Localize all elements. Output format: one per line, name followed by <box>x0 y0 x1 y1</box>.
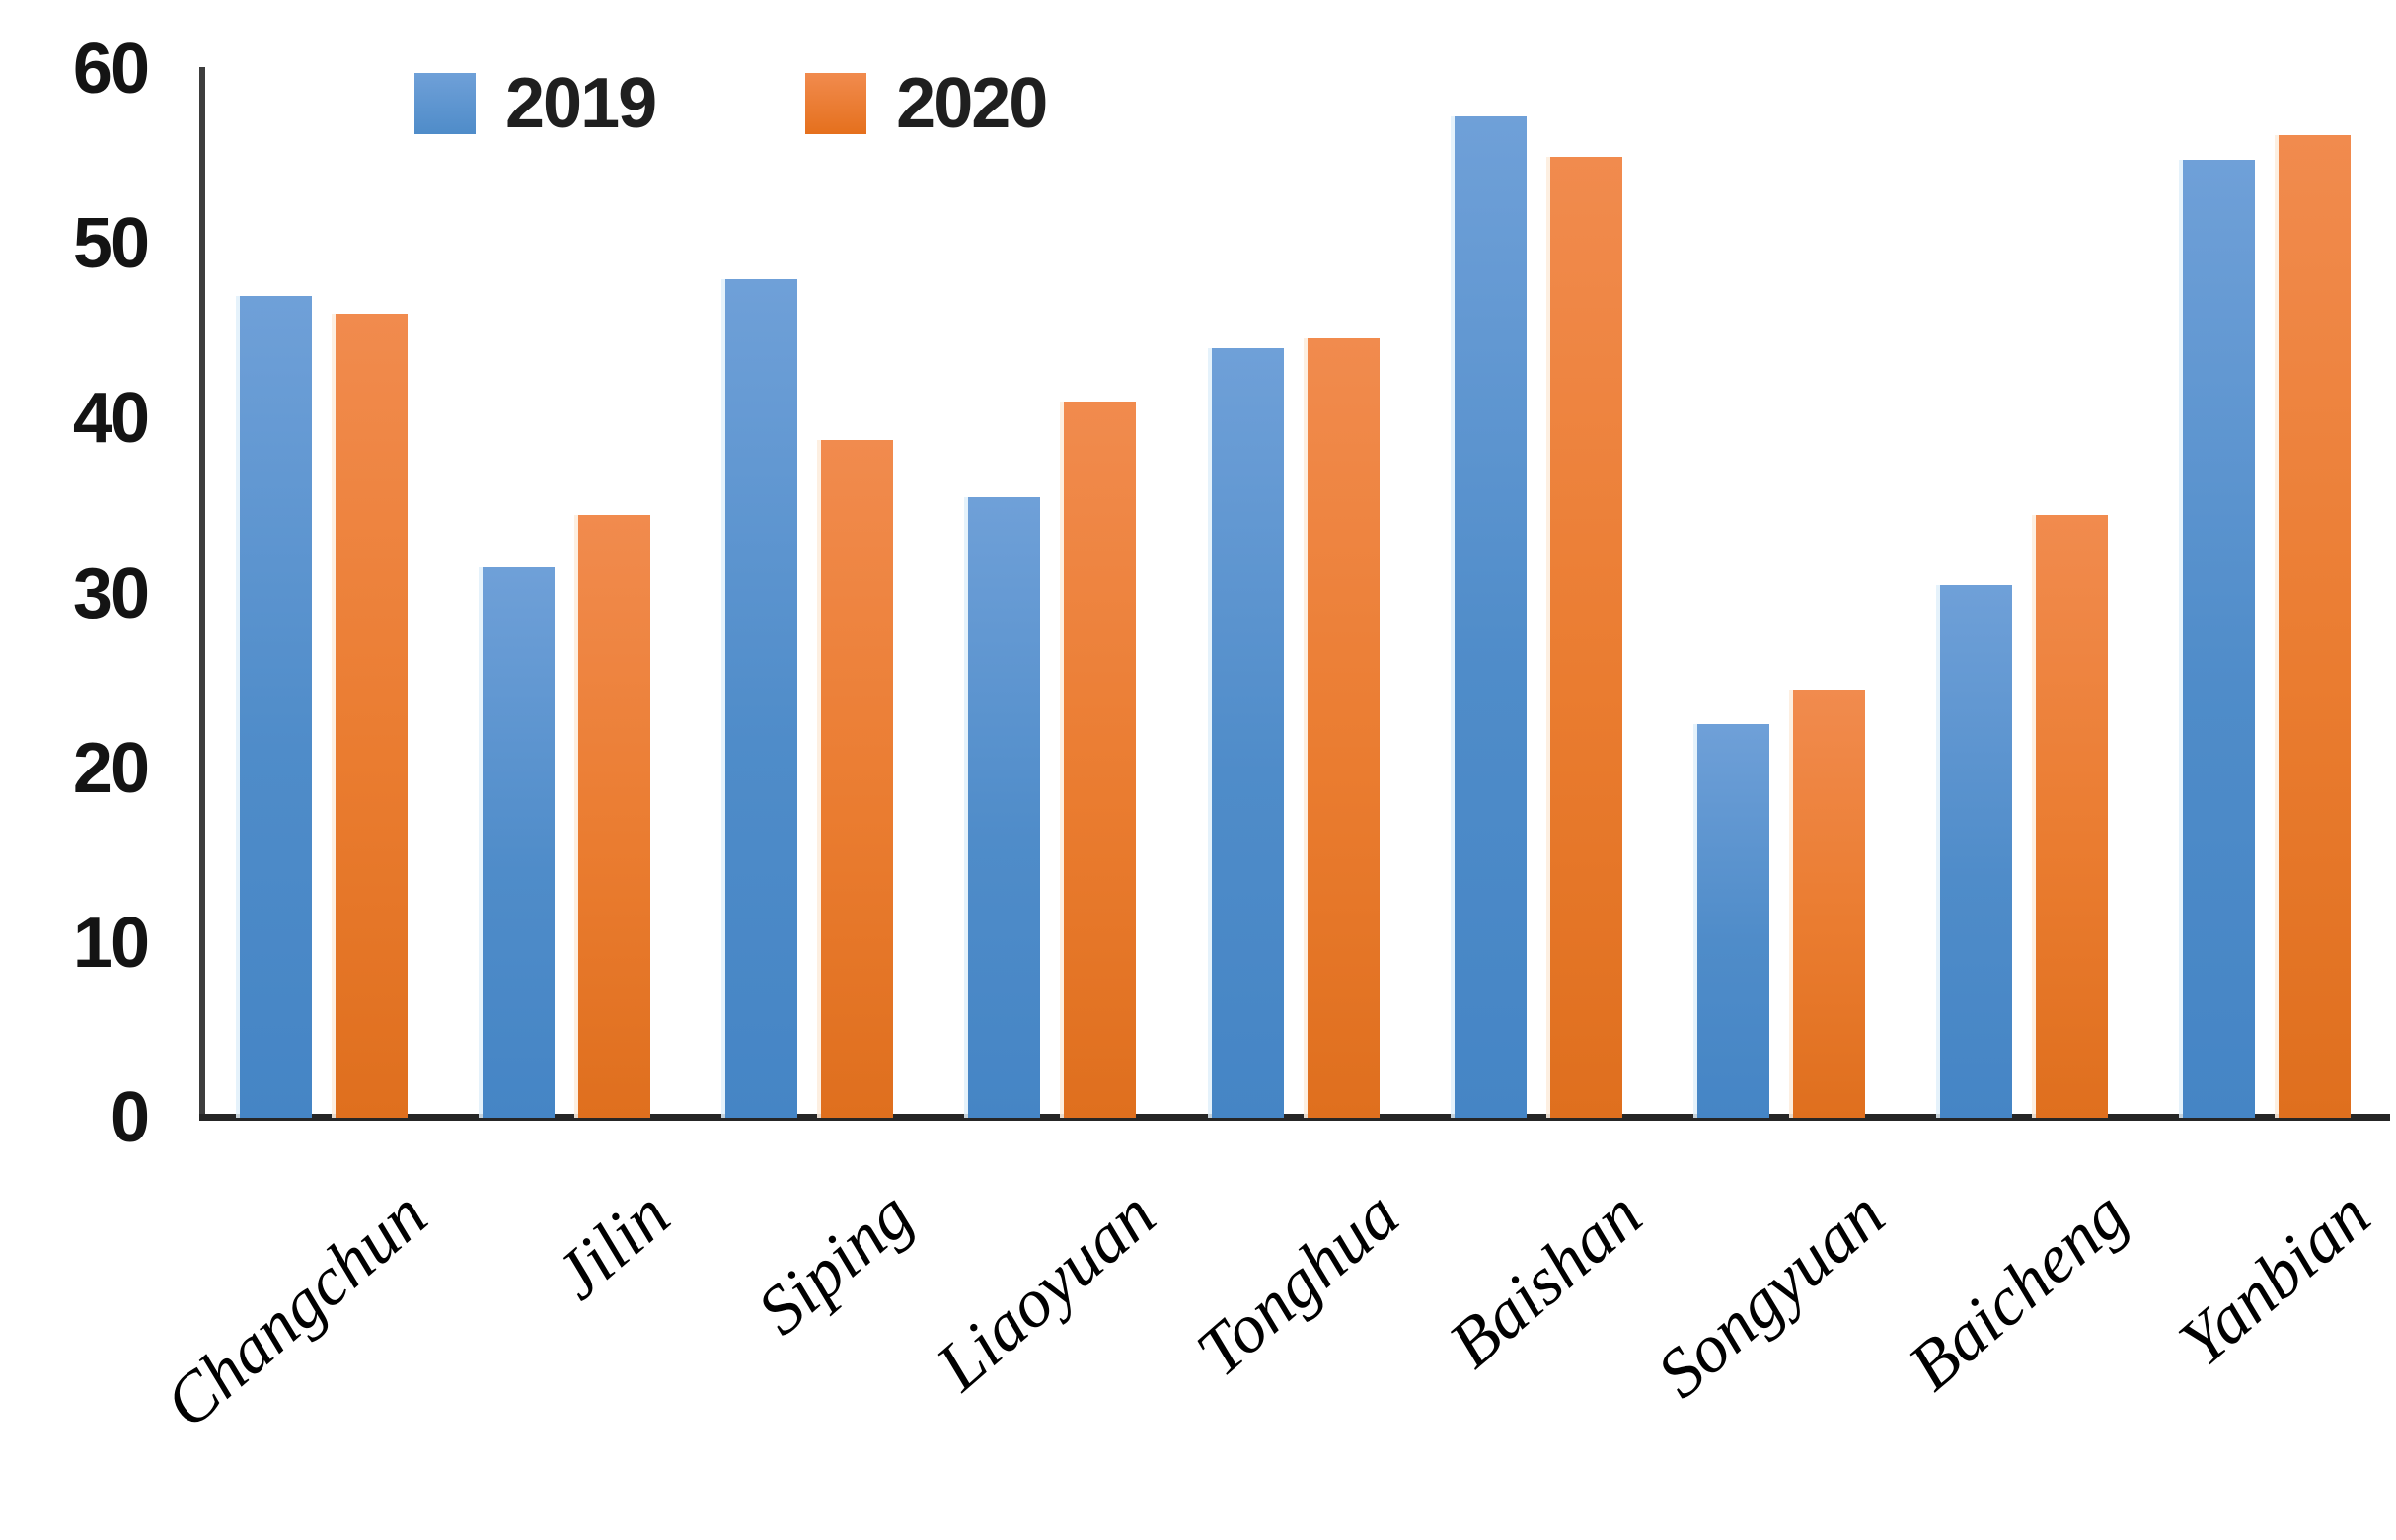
bar-2019-changchun <box>240 296 313 1118</box>
bar-2020-changchun <box>336 314 409 1118</box>
bar-2019-songyuan <box>1696 724 1769 1118</box>
bar-2020-songyuan <box>1792 689 1865 1118</box>
bar-2020-tonghua <box>1307 337 1380 1118</box>
bar-2019-tonghua <box>1211 348 1284 1118</box>
bar-2020-siping <box>821 439 894 1118</box>
bar-2019-siping <box>725 278 798 1118</box>
x-axis-line <box>199 1114 2390 1121</box>
y-tick-label-0: 0 <box>110 1078 150 1157</box>
bar-2020-liaoyuan <box>1064 401 1137 1118</box>
bar-2019-baishan <box>1454 115 1527 1118</box>
y-tick-label-50: 50 <box>72 204 150 284</box>
plot-area <box>202 69 2388 1118</box>
bar-2019-jilin <box>483 566 556 1118</box>
bar-2019-liaoyuan <box>968 497 1041 1118</box>
bar-2020-baishan <box>1549 156 1622 1118</box>
bar-2019-yanbian <box>2182 160 2255 1118</box>
legend-item-2020: 2020 <box>805 63 1048 144</box>
bar-2020-baicheng <box>2035 514 2108 1118</box>
y-tick-label-20: 20 <box>72 728 150 808</box>
legend-item-2019: 2019 <box>414 63 657 144</box>
y-tick-label-40: 40 <box>72 379 150 459</box>
legend-label-2020: 2020 <box>896 64 1048 143</box>
bar-2020-jilin <box>578 514 651 1118</box>
y-axis-line <box>199 67 205 1119</box>
legend: 2019 2020 <box>414 63 1048 144</box>
legend-label-2019: 2019 <box>505 64 657 143</box>
y-tick-label-60: 60 <box>72 30 150 109</box>
y-tick-label-30: 30 <box>72 553 150 633</box>
legend-swatch-2020 <box>805 73 867 134</box>
bar-2020-yanbian <box>2278 135 2351 1118</box>
y-tick-label-10: 10 <box>72 903 150 983</box>
legend-swatch-2019 <box>414 73 476 134</box>
bar-2019-baicheng <box>1939 584 2012 1118</box>
